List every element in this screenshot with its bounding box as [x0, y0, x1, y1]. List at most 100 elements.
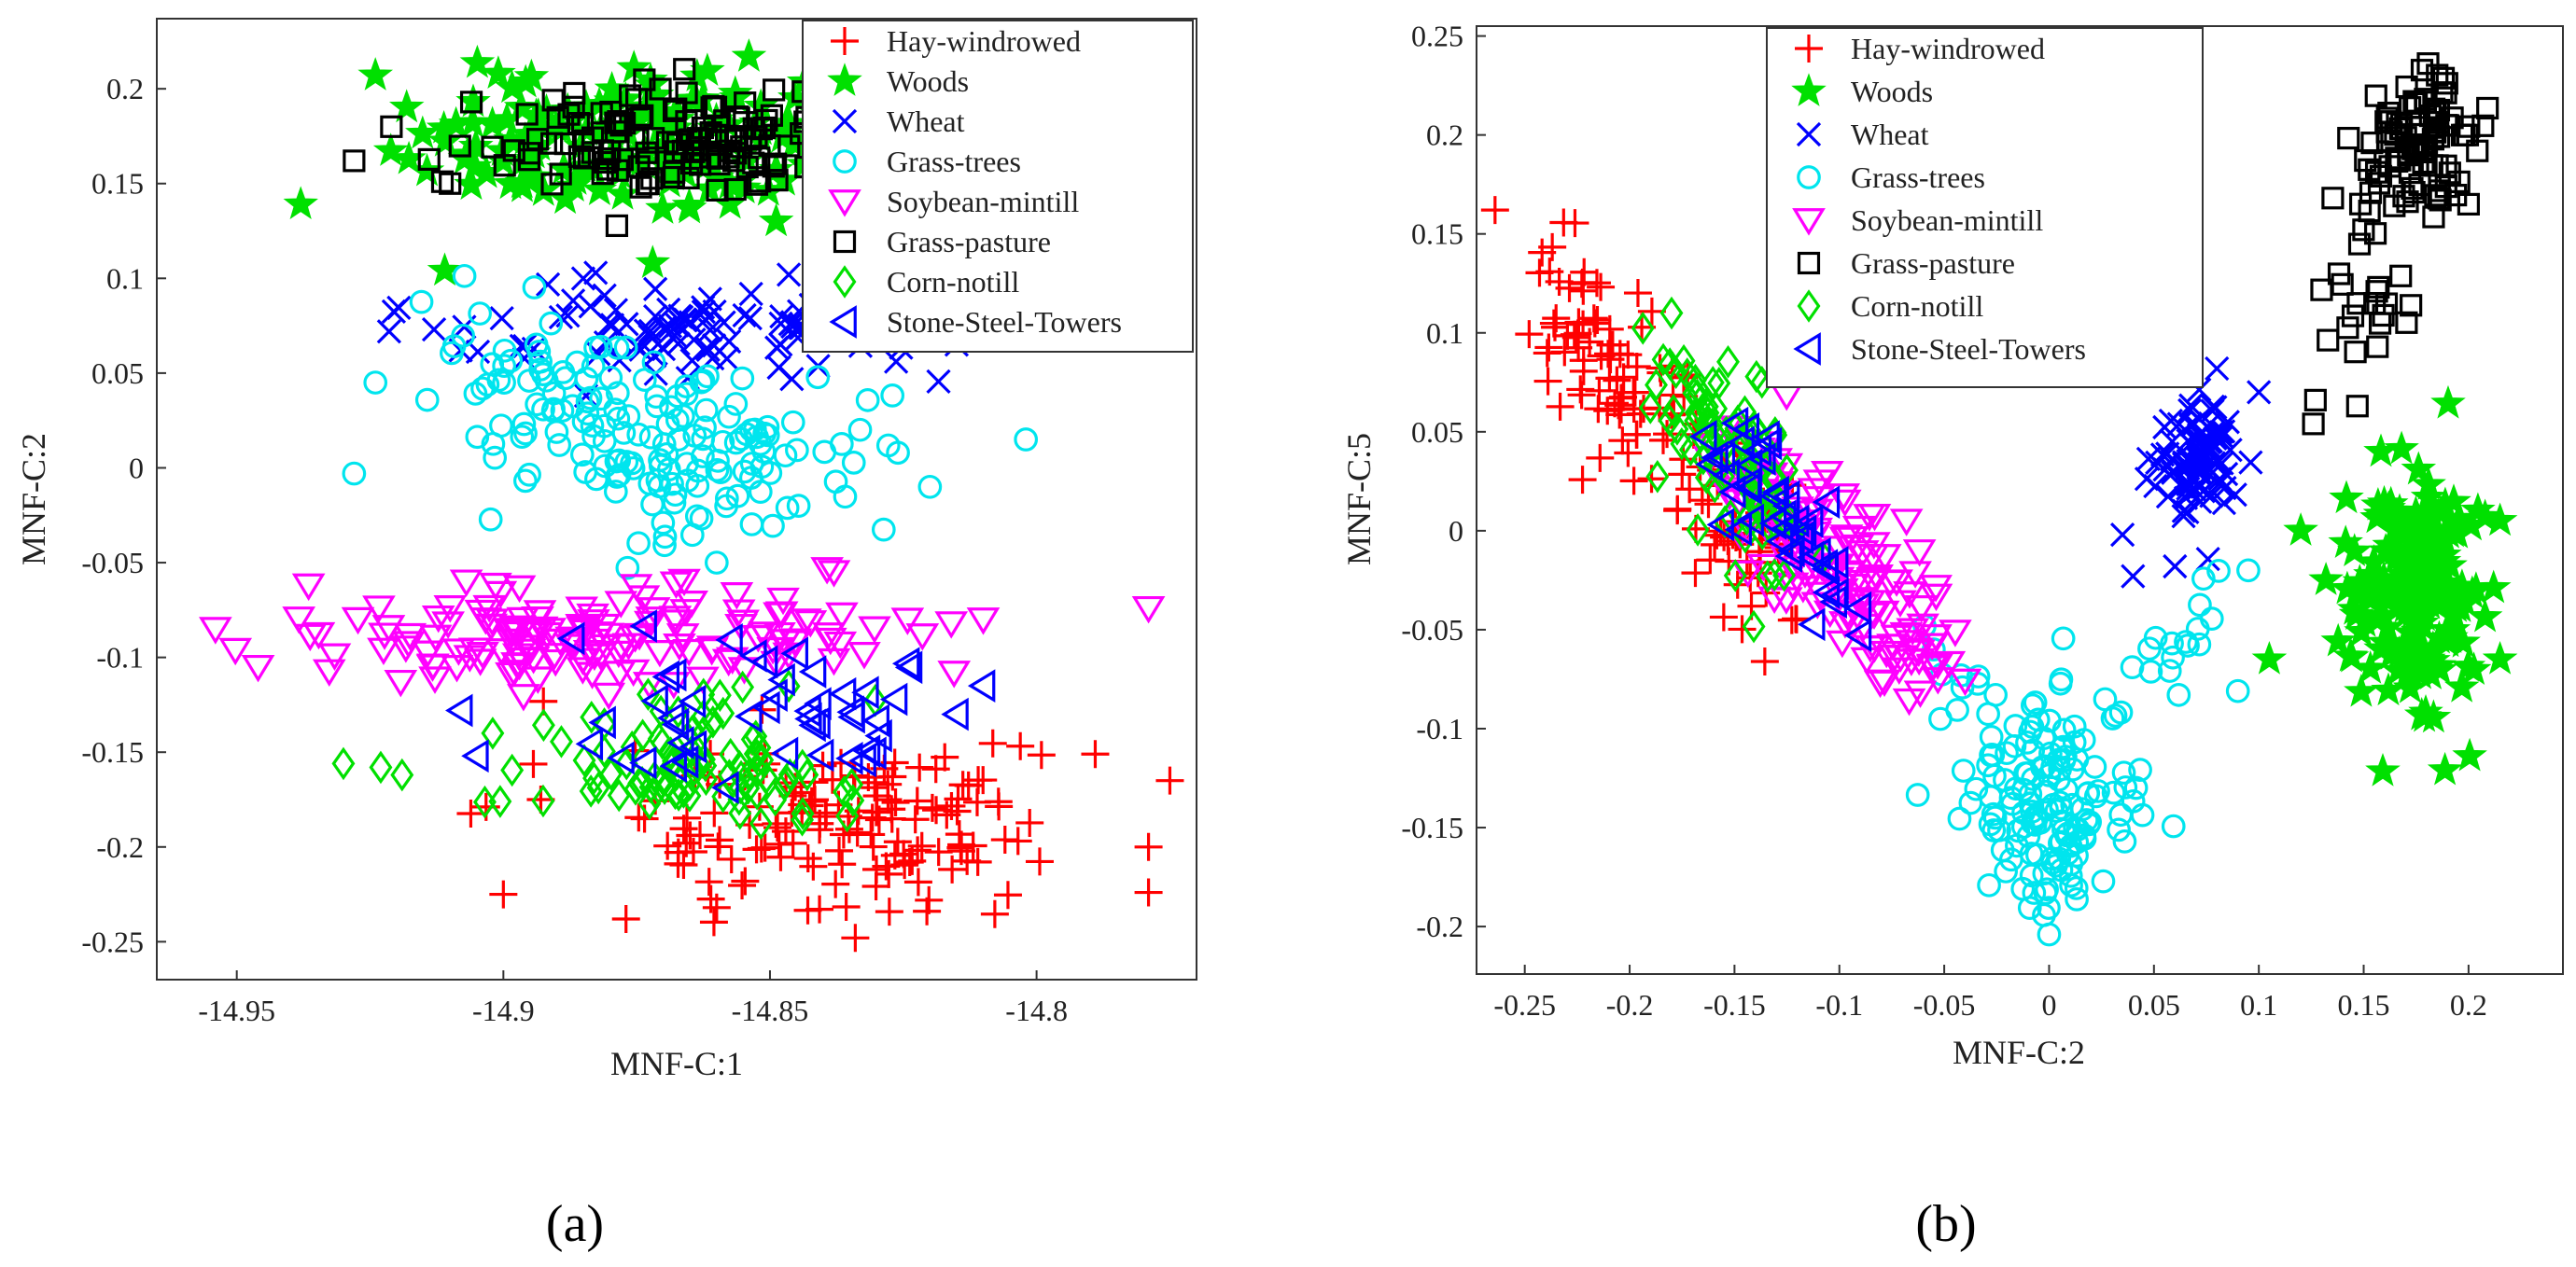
data-point	[1756, 560, 1780, 593]
data-point	[890, 607, 925, 635]
data-point	[657, 701, 685, 735]
data-point	[2161, 645, 2185, 670]
data-point	[706, 146, 729, 170]
data-point	[660, 471, 684, 496]
data-point	[978, 729, 1007, 758]
data-point	[611, 904, 640, 933]
data-point	[567, 145, 591, 168]
data-point	[2037, 922, 2062, 947]
data-point	[592, 682, 626, 711]
data-point	[2320, 622, 2356, 657]
data-point	[760, 104, 783, 127]
data-point	[749, 645, 778, 679]
data-point	[766, 587, 800, 616]
data-point	[804, 687, 832, 720]
data-point	[521, 666, 555, 694]
data-point	[786, 494, 811, 518]
data-point	[704, 95, 728, 118]
data-point	[664, 838, 693, 867]
data-point	[1694, 490, 1723, 519]
data-point	[409, 289, 434, 314]
data-point	[2364, 84, 2387, 107]
series-wheat	[2109, 355, 2272, 589]
data-point	[714, 486, 739, 511]
legend-label: Wheat	[887, 104, 965, 138]
data-point	[851, 675, 879, 710]
data-point	[661, 707, 690, 742]
data-point	[2035, 797, 2059, 822]
data-point	[1811, 551, 1840, 586]
data-point	[711, 771, 739, 805]
data-point	[1564, 333, 1593, 362]
data-point	[903, 868, 932, 897]
data-point	[2003, 714, 2028, 738]
data-point	[531, 784, 555, 818]
data-point	[917, 474, 943, 499]
data-point	[626, 531, 651, 556]
data-point	[679, 522, 705, 548]
legend-marker	[1797, 289, 1821, 323]
data-point	[686, 821, 715, 850]
legend-marker	[832, 108, 858, 134]
data-point	[872, 852, 901, 881]
data-point	[2225, 678, 2250, 703]
data-point	[659, 571, 693, 599]
data-point	[803, 706, 831, 740]
data-point	[1743, 433, 1772, 467]
data-point	[362, 595, 396, 623]
data-point	[2434, 154, 2457, 177]
data-point	[590, 102, 613, 125]
data-point	[702, 893, 731, 922]
data-point	[1860, 564, 1894, 592]
data-point	[1977, 872, 2001, 898]
data-point	[486, 368, 511, 393]
data-point	[575, 727, 604, 761]
data-point	[1686, 371, 1710, 406]
data-point	[586, 771, 610, 805]
data-point	[775, 764, 799, 799]
data-point	[1827, 483, 1861, 511]
data-point	[1947, 806, 1972, 831]
data-point	[357, 57, 394, 90]
data-point	[665, 331, 691, 356]
data-point	[2051, 817, 2076, 842]
data-point	[654, 442, 679, 466]
data-point	[793, 896, 822, 925]
data-point	[832, 893, 861, 922]
data-point	[539, 311, 564, 336]
data-point	[2346, 292, 2370, 315]
data-point	[825, 836, 854, 865]
data-point	[2171, 498, 2196, 523]
data-point	[2401, 451, 2437, 485]
data-point	[599, 313, 625, 338]
data-point	[448, 134, 471, 158]
data-point	[641, 350, 666, 375]
data-point	[993, 881, 1022, 910]
data-point	[427, 252, 463, 286]
data-point	[828, 676, 857, 711]
data-point	[456, 800, 485, 828]
data-point	[651, 510, 676, 536]
data-point	[613, 335, 638, 360]
data-point	[738, 281, 763, 307]
data-point	[2392, 628, 2429, 661]
y-tick-label: 0	[1449, 514, 1463, 548]
data-point	[1798, 607, 1826, 642]
data-point	[535, 272, 561, 297]
data-point	[2186, 431, 2211, 457]
data-point	[513, 58, 550, 92]
series-hay-windrowed	[1480, 196, 1811, 676]
data-point	[810, 557, 844, 585]
data-point	[780, 636, 809, 671]
data-point	[2345, 395, 2369, 418]
data-point	[604, 591, 638, 619]
data-point	[2054, 777, 2079, 802]
data-point	[2364, 160, 2388, 184]
data-point	[2176, 634, 2200, 658]
data-point	[1736, 503, 1764, 537]
data-point	[643, 639, 677, 668]
data-point	[615, 555, 640, 580]
data-point	[1155, 766, 1184, 795]
data-point	[1712, 458, 1740, 493]
data-point	[640, 684, 668, 718]
